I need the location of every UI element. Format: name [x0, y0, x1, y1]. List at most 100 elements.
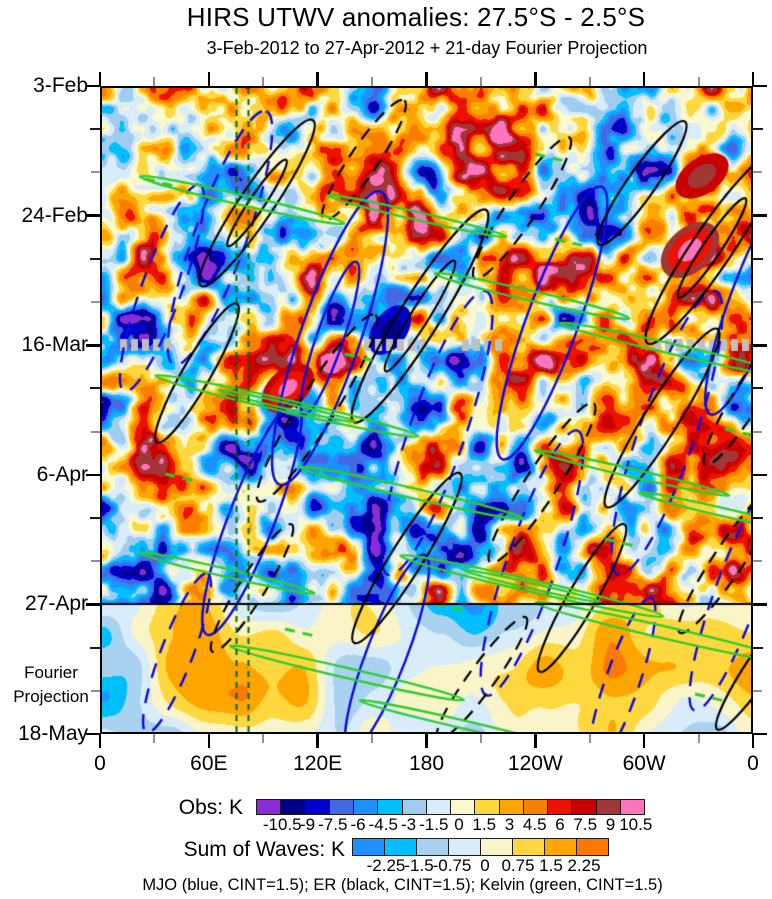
x-tick-label: 120W [507, 752, 563, 775]
colorbar-tick-label: 6 [555, 815, 565, 834]
x-tick-label: 60E [190, 752, 228, 775]
fourier-label-line2: Projection [13, 687, 89, 706]
x-major-tick [98, 72, 102, 86]
y-major-tick [753, 214, 767, 217]
colorbar-cell [384, 838, 417, 856]
x-minor-tick [479, 734, 482, 743]
y-tick-label: 3-Feb [33, 74, 88, 97]
colorbar-tick-label: -3 [400, 815, 417, 834]
x-minor-tick [588, 734, 591, 743]
fourier-label-line1: Fourier [24, 663, 78, 682]
x-minor-tick [153, 77, 156, 86]
y-major-tick [86, 214, 100, 217]
colorbar-cell [328, 799, 354, 815]
colorbar-tick-label: 10.5 [619, 815, 653, 834]
y-tick-label: 16-Mar [21, 333, 88, 357]
x-major-tick [316, 72, 319, 86]
x-major-tick [98, 734, 102, 748]
x-minor-tick [697, 77, 700, 86]
colorbar-tick-label: -6 [350, 815, 366, 834]
x-major-tick [425, 734, 428, 748]
y-minor-tick [753, 128, 763, 131]
y-minor-tick [91, 689, 100, 692]
x-tick-label: 0 [747, 752, 759, 775]
y-minor-tick [753, 257, 763, 260]
colorbar-tick-label: 3 [504, 815, 515, 834]
y-minor-tick [90, 387, 100, 390]
hovmoller-canvas [102, 88, 751, 732]
y-major-tick [753, 473, 767, 477]
colorbar-tick-label: -9 [299, 815, 316, 834]
obs-colorbar-label: Obs: K [178, 796, 243, 819]
colorbar-cell [547, 799, 573, 815]
x-major-tick [751, 734, 755, 748]
colorbar-tick-label: -4.5 [368, 815, 398, 834]
y-minor-tick [90, 517, 100, 519]
colorbar-cell [498, 799, 524, 815]
x-tick-label: 180 [408, 752, 445, 775]
x-minor-tick [697, 734, 700, 743]
x-major-tick [316, 734, 319, 748]
x-minor-tick [479, 77, 482, 86]
colorbar-tick-label: 1.5 [472, 815, 497, 834]
y-minor-tick [753, 301, 762, 303]
colorbar-cell [474, 799, 500, 815]
colorbar-cell [377, 799, 403, 815]
y-major-tick [753, 603, 767, 606]
x-tick-label: 60W [622, 752, 666, 775]
plot-area [100, 86, 753, 734]
y-major-tick [753, 732, 767, 736]
colorbar-tick-label: -10.5 [262, 815, 302, 834]
y-tick-label: 24-Feb [21, 203, 88, 227]
colorbar-cell [576, 838, 609, 856]
y-major-tick [753, 344, 767, 347]
colorbar-tick-label: 9 [605, 815, 616, 834]
colorbar-tick-label: 0 [480, 856, 490, 875]
y-minor-tick [90, 646, 100, 649]
figure-title: HIRS UTWV anomalies: 27.5°S - 2.5°S [186, 2, 646, 32]
colorbar-tick-label: -2.25 [366, 856, 406, 875]
y-major-tick [86, 732, 100, 736]
contour-legend-caption: MJO (blue, CINT=1.5); ER (black, CINT=1.… [142, 876, 663, 894]
colorbar-tick-label: 0.75 [501, 856, 535, 875]
colorbar-tick-label: 1.5 [539, 856, 563, 875]
colorbar-cell [416, 838, 449, 856]
x-tick-label: 120E [293, 752, 343, 775]
y-minor-tick [753, 560, 762, 563]
colorbar-cell [280, 799, 306, 815]
colorbar-cell [595, 799, 621, 815]
colorbar-tick-label: 4.5 [522, 815, 547, 834]
y-major-tick [86, 344, 100, 347]
x-major-tick [207, 734, 211, 748]
colorbar-cell [522, 799, 548, 815]
x-major-tick [642, 72, 646, 86]
colorbar-cell [448, 838, 481, 856]
x-major-tick [207, 72, 211, 86]
colorbar-tick-label: -0.75 [432, 856, 472, 875]
colorbar-tick-label: 2.25 [567, 856, 601, 875]
x-major-tick [642, 734, 646, 748]
y-tick-label: 27-Apr [24, 592, 88, 616]
colorbar-cell [425, 799, 451, 815]
y-major-tick [86, 84, 100, 88]
x-tick-label: 0 [94, 752, 106, 775]
colorbar-tick-label: -1.5 [404, 856, 434, 875]
sum-colorbar [352, 838, 617, 856]
y-major-tick [86, 603, 100, 606]
y-minor-tick [91, 301, 100, 303]
x-minor-tick [371, 77, 374, 86]
x-minor-tick [262, 77, 265, 86]
y-minor-tick [753, 646, 763, 649]
x-major-tick [534, 734, 537, 748]
colorbar-cell [353, 799, 379, 815]
x-minor-tick [262, 734, 265, 743]
colorbar-cell [352, 838, 385, 856]
y-minor-tick [753, 689, 762, 692]
x-major-tick [425, 72, 428, 86]
colorbar-cell [619, 799, 645, 815]
colorbar-cell [401, 799, 427, 815]
sum-colorbar-label: Sum of Waves: K [183, 838, 345, 861]
y-major-tick [753, 84, 767, 88]
y-minor-tick [753, 171, 762, 174]
